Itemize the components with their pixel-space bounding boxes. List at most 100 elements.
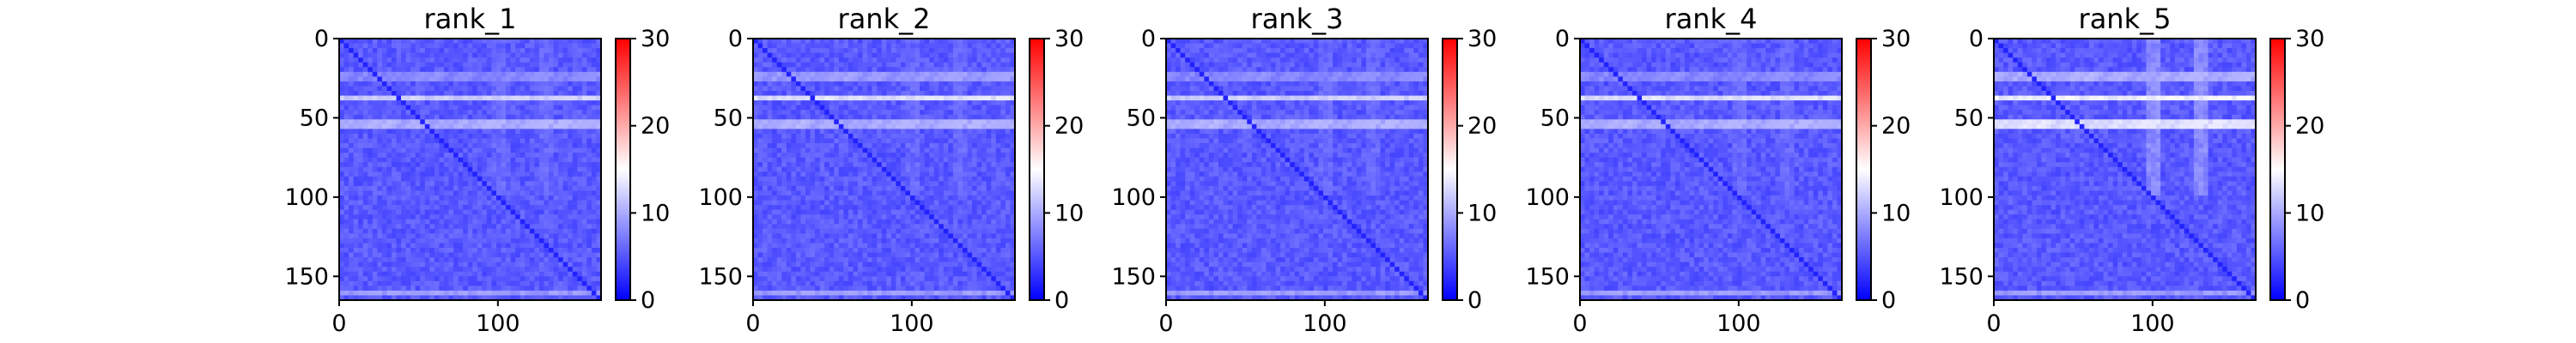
heatmap-cell xyxy=(881,172,887,178)
heatmap-cell xyxy=(405,238,411,244)
heatmap-cell xyxy=(486,248,493,254)
heatmap-cell xyxy=(444,147,450,153)
heatmap-cell xyxy=(596,129,602,135)
heatmap-cell xyxy=(534,91,540,97)
heatmap-cell xyxy=(467,224,473,230)
heatmap-cell xyxy=(506,224,512,230)
heatmap-cell xyxy=(519,196,526,202)
heatmap-cell xyxy=(981,57,987,63)
heatmap-cell xyxy=(596,276,602,282)
heatmap-cell xyxy=(1010,119,1016,125)
heatmap-cell xyxy=(339,153,345,159)
heatmap-cell xyxy=(501,276,507,282)
heatmap-cell xyxy=(506,67,512,73)
heatmap-cell xyxy=(538,262,545,268)
heatmap-cell xyxy=(929,172,935,178)
heatmap-cell xyxy=(544,86,550,92)
heatmap-cell xyxy=(881,100,887,106)
heatmap-cell xyxy=(581,190,587,196)
heatmap-cell xyxy=(991,166,997,172)
heatmap-cell xyxy=(596,162,602,168)
heatmap-cell xyxy=(501,91,507,97)
heatmap-cell xyxy=(405,257,411,263)
heatmap-cell xyxy=(786,205,792,211)
heatmap-cell xyxy=(568,76,574,82)
heatmap-cell xyxy=(800,81,806,87)
heatmap-cell xyxy=(591,172,598,178)
heatmap-cell xyxy=(372,71,378,77)
heatmap-cell xyxy=(757,110,763,116)
heatmap-cell xyxy=(834,48,840,54)
heatmap-cell xyxy=(529,172,535,178)
heatmap-cell xyxy=(496,228,502,234)
heatmap-cell xyxy=(881,62,887,68)
heatmap-cell xyxy=(929,185,935,192)
heatmap-cell xyxy=(972,52,978,58)
heatmap-cell xyxy=(920,81,926,87)
heatmap-cell xyxy=(853,181,859,187)
heatmap-cell xyxy=(886,133,892,140)
heatmap-cell xyxy=(377,271,383,277)
heatmap-cell xyxy=(929,48,935,54)
heatmap-cell xyxy=(343,271,349,277)
heatmap-cell xyxy=(415,214,421,220)
heatmap-cell xyxy=(596,71,602,77)
heatmap-cell xyxy=(772,81,778,87)
heatmap-cell xyxy=(753,200,759,206)
heatmap-cell xyxy=(914,157,920,163)
heatmap-cell xyxy=(482,205,488,211)
heatmap-cell xyxy=(957,123,963,129)
heatmap-cell xyxy=(929,39,935,45)
heatmap-cell xyxy=(349,257,355,263)
heatmap-cell xyxy=(444,138,450,144)
heatmap-cell xyxy=(824,157,830,163)
heatmap-cell xyxy=(776,48,782,54)
heatmap-cell xyxy=(368,233,374,239)
heatmap-cell xyxy=(519,143,526,149)
heatmap-cell xyxy=(572,123,578,129)
heatmap-cell xyxy=(881,196,887,202)
heatmap-cell xyxy=(458,67,464,73)
heatmap-cell xyxy=(506,228,512,234)
heatmap-cell xyxy=(339,172,345,178)
heatmap-cell xyxy=(544,91,550,97)
heatmap-cell xyxy=(815,143,821,149)
heatmap-cell xyxy=(815,105,821,111)
heatmap-cell xyxy=(943,190,949,196)
heatmap-cell xyxy=(510,190,516,196)
heatmap-cell xyxy=(429,257,435,263)
heatmap-cell xyxy=(529,228,535,234)
heatmap-cell xyxy=(392,200,398,206)
heatmap-cell xyxy=(862,57,868,63)
heatmap-cell xyxy=(829,57,835,63)
heatmap-cell xyxy=(501,280,507,286)
heatmap-cell xyxy=(458,295,464,301)
heatmap-cell xyxy=(496,238,502,244)
heatmap-cell xyxy=(415,62,421,68)
heatmap-cell xyxy=(753,39,759,45)
heatmap-cell xyxy=(415,100,421,106)
heatmap-cell xyxy=(501,105,507,111)
heatmap-cell xyxy=(829,71,835,77)
heatmap-cell xyxy=(886,39,892,45)
heatmap-cell xyxy=(458,39,464,45)
heatmap-cell xyxy=(362,100,368,106)
heatmap-cell xyxy=(424,262,430,268)
heatmap-cell xyxy=(396,119,402,125)
heatmap-cell xyxy=(482,200,488,206)
heatmap-cell xyxy=(424,71,430,77)
heatmap-cell xyxy=(519,123,526,129)
heatmap-cell xyxy=(472,43,478,49)
heatmap-cell xyxy=(510,143,516,149)
heatmap-cell xyxy=(381,57,388,63)
heatmap-cell xyxy=(991,67,997,73)
heatmap-cell xyxy=(886,129,892,135)
heatmap-cell xyxy=(386,95,392,101)
heatmap-cell xyxy=(424,81,430,87)
heatmap-cell xyxy=(558,43,564,49)
heatmap-cell xyxy=(401,39,407,45)
heatmap-cell xyxy=(781,95,787,101)
heatmap-cell xyxy=(810,153,816,159)
heatmap-cell xyxy=(420,233,426,239)
heatmap-cell xyxy=(477,190,483,196)
